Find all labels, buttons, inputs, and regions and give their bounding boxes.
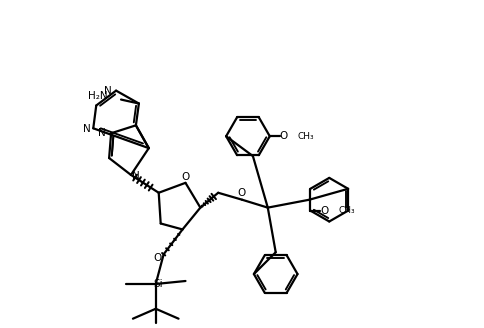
Text: N: N	[132, 171, 140, 181]
Text: N: N	[83, 124, 91, 134]
Text: O: O	[153, 253, 162, 263]
Text: O: O	[238, 188, 246, 198]
Text: N: N	[98, 128, 106, 138]
Text: H₂N: H₂N	[88, 91, 107, 101]
Text: CH₃: CH₃	[338, 206, 355, 215]
Text: CH₃: CH₃	[298, 132, 314, 141]
Text: Si: Si	[153, 279, 163, 289]
Text: O: O	[182, 172, 190, 182]
Text: O: O	[280, 131, 288, 141]
Text: O: O	[320, 206, 328, 215]
Text: N: N	[105, 86, 112, 96]
